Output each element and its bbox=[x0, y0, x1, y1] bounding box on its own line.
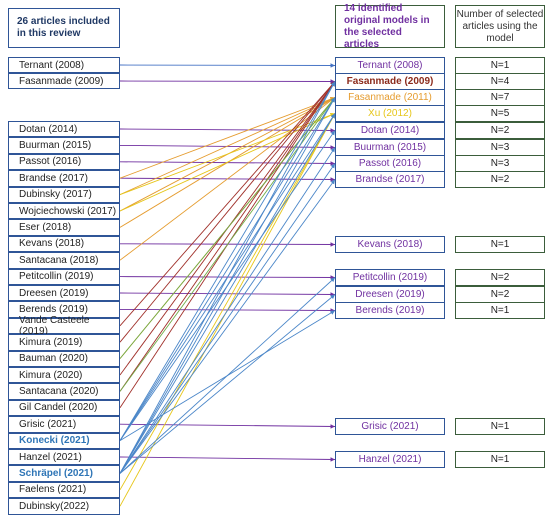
article: Fasanmade (2009) bbox=[8, 73, 120, 89]
count: N=5 bbox=[455, 105, 545, 122]
article: Santacana (2018) bbox=[8, 252, 120, 269]
article: Hanzel (2021) bbox=[8, 449, 120, 466]
count: N=2 bbox=[455, 171, 545, 188]
model: Kevans (2018) bbox=[335, 236, 445, 253]
article: Gil Candel (2020) bbox=[8, 399, 120, 417]
connector bbox=[119, 294, 336, 474]
article: Konecki (2021) bbox=[8, 432, 120, 449]
connector bbox=[119, 113, 336, 474]
article: Passot (2016) bbox=[8, 153, 120, 171]
model: Dreesen (2019) bbox=[335, 286, 445, 303]
connector bbox=[119, 310, 336, 441]
model: Brandse (2017) bbox=[335, 171, 445, 188]
model: Hanzel (2021) bbox=[335, 451, 445, 468]
article: Kevans (2018) bbox=[8, 235, 120, 253]
connector bbox=[119, 97, 336, 474]
count: N=1 bbox=[455, 57, 545, 74]
model: Passot (2016) bbox=[335, 155, 445, 172]
counts-header: Number of selected articles using the mo… bbox=[455, 5, 545, 48]
article: Schräpel (2021) bbox=[8, 465, 120, 482]
count: N=7 bbox=[455, 89, 545, 106]
connector bbox=[119, 63, 336, 68]
model: Ternant (2008) bbox=[335, 57, 445, 74]
article: Dreesen (2019) bbox=[8, 285, 120, 302]
model: Grisic (2021) bbox=[335, 418, 445, 435]
model: Dotan (2014) bbox=[335, 122, 445, 139]
article: Ternant (2008) bbox=[8, 57, 120, 73]
model: Xu (2012) bbox=[335, 105, 445, 122]
count: N=3 bbox=[455, 139, 545, 156]
connector bbox=[119, 113, 336, 491]
article: Kimura (2019) bbox=[8, 334, 120, 351]
article: Eser (2018) bbox=[8, 219, 120, 236]
count: N=4 bbox=[455, 73, 545, 90]
connector bbox=[119, 112, 336, 196]
count: N=1 bbox=[455, 418, 545, 435]
article: Petitcollin (2019) bbox=[8, 268, 120, 285]
model: Fasanmade (2009) bbox=[335, 73, 445, 90]
connector bbox=[119, 81, 336, 343]
connector bbox=[119, 456, 336, 462]
connector bbox=[119, 81, 336, 474]
left-header: 26 articles included in this review bbox=[8, 8, 120, 48]
model: Buurman (2015) bbox=[335, 139, 445, 156]
connector bbox=[119, 81, 336, 441]
connector bbox=[119, 179, 336, 474]
connector bbox=[119, 81, 336, 327]
connector bbox=[119, 97, 336, 359]
models-header: 14 identified original models in the sel… bbox=[335, 3, 445, 50]
article: Dubinsky (2017) bbox=[8, 186, 120, 203]
count: N=3 bbox=[455, 155, 545, 172]
count: N=1 bbox=[455, 302, 545, 319]
count: N=1 bbox=[455, 451, 545, 468]
connector bbox=[119, 96, 336, 179]
connector bbox=[119, 79, 336, 84]
article: Brandse (2017) bbox=[8, 170, 120, 187]
article: Dubinsky(2022) bbox=[8, 498, 120, 515]
count: N=2 bbox=[455, 122, 545, 139]
article: Vande Casteele (2019) bbox=[8, 315, 120, 337]
article: Bauman (2020) bbox=[8, 350, 120, 367]
article: Dotan (2014) bbox=[8, 121, 120, 138]
count: N=1 bbox=[455, 236, 545, 253]
connector bbox=[119, 81, 336, 392]
connector bbox=[119, 97, 336, 196]
article: Santacana (2020) bbox=[8, 383, 120, 400]
article: Berends (2019) bbox=[8, 301, 120, 318]
article: Wojciechowski (2017) bbox=[8, 203, 120, 220]
model: Fasanmade (2011) bbox=[335, 89, 445, 106]
model: Berends (2019) bbox=[335, 302, 445, 319]
article: Faelens (2021) bbox=[8, 481, 120, 499]
count: N=2 bbox=[455, 269, 545, 286]
connector bbox=[119, 97, 336, 441]
connector bbox=[119, 163, 336, 474]
article: Buurman (2015) bbox=[8, 137, 120, 154]
model: Petitcollin (2019) bbox=[335, 269, 445, 286]
article: Grisic (2021) bbox=[8, 416, 120, 433]
article: Kimura (2020) bbox=[8, 367, 120, 384]
count: N=2 bbox=[455, 286, 545, 303]
